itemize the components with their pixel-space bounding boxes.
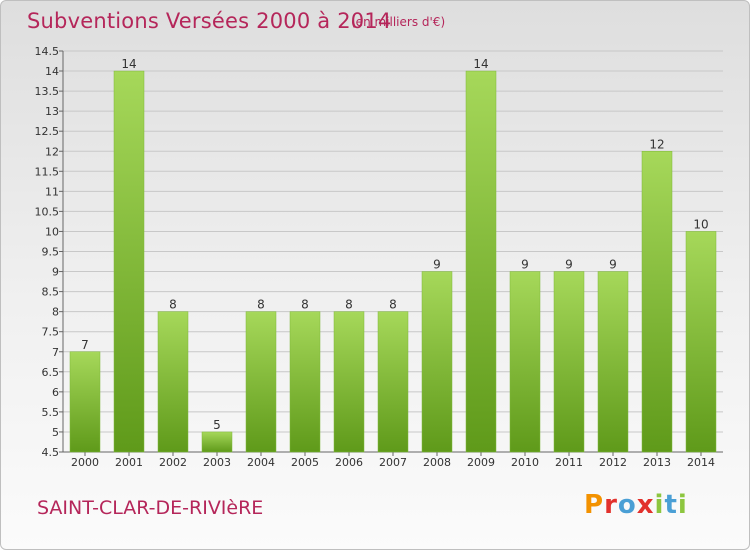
bar-2011	[553, 271, 585, 453]
x-tick-label: 2008	[423, 456, 451, 469]
x-tick-label: 2007	[379, 456, 407, 469]
x-tick-label: 2011	[555, 456, 583, 469]
data-label-2003: 5	[213, 418, 221, 432]
bar-2012	[597, 271, 629, 453]
y-tick-label: 5	[52, 426, 59, 439]
bar-2004	[245, 311, 277, 453]
bar-2005	[289, 311, 321, 453]
y-tick-label: 6.5	[42, 366, 60, 379]
y-tick-label: 12.5	[35, 125, 60, 138]
x-tick-label: 2004	[247, 456, 275, 469]
x-tick-labels: 2000 2001 2002 2003 2004 2005 2006 2007 2008 2009…	[71, 456, 715, 469]
y-tick-label: 8	[52, 306, 59, 319]
logo-letter: t	[664, 490, 678, 520]
bar-2000	[69, 351, 101, 453]
y-tick-label: 12	[45, 145, 59, 158]
data-label-2007: 8	[389, 298, 397, 312]
bar-2008	[421, 271, 453, 453]
y-tick-label: 13	[45, 105, 59, 118]
y-tick-label: 7	[52, 346, 59, 359]
x-tick-label: 2003	[203, 456, 231, 469]
bar-2013	[641, 151, 673, 453]
proxiti-logo: Proxiti	[584, 490, 688, 520]
bar-2014	[685, 231, 717, 453]
data-label-2000: 7	[81, 338, 89, 352]
y-tick-label: 5.5	[42, 406, 60, 419]
y-tick-label: 4.5	[42, 446, 60, 459]
bar-2009	[465, 70, 497, 453]
bar-2006	[333, 311, 365, 453]
data-labels: 7 14 8 5 8 8 8 8 9 14 9 9 9 12 10	[81, 57, 708, 432]
bars	[69, 70, 717, 453]
data-label-2010: 9	[521, 258, 529, 272]
y-tick-label: 7.5	[42, 326, 60, 339]
logo-letter: x	[636, 490, 655, 520]
x-tick-label: 2005	[291, 456, 319, 469]
y-tick-label: 6	[52, 386, 59, 399]
data-label-2008: 9	[433, 258, 441, 272]
logo-letter: i	[654, 490, 665, 520]
logo-letter: o	[617, 490, 637, 520]
data-label-2001: 14	[121, 57, 136, 71]
x-tick-label: 2006	[335, 456, 363, 469]
y-tick-label: 9.5	[42, 246, 60, 259]
x-tick-label: 2012	[599, 456, 627, 469]
y-tick-label: 14.5	[35, 45, 60, 58]
data-label-2009: 14	[473, 57, 488, 71]
x-tick-label: 2002	[159, 456, 187, 469]
bar-2007	[377, 311, 409, 453]
x-tick-label: 2014	[687, 456, 715, 469]
bar-2001	[113, 70, 145, 453]
data-label-2006: 8	[345, 298, 353, 312]
data-label-2013: 12	[649, 137, 664, 151]
logo-letter: P	[584, 490, 605, 520]
bar-2003	[201, 431, 233, 453]
y-tick-label: 10.5	[35, 205, 60, 218]
data-label-2011: 9	[565, 258, 573, 272]
x-tick-label: 2001	[115, 456, 143, 469]
y-tick-labels: 4.5 5 5.5 6 6.5 7 7.5 8 8.5 9 9.5 10 10.5 11 11.5 12 12.…	[35, 45, 60, 459]
chart-subtitle: (en milliers d'€)	[351, 15, 446, 29]
bar-2010	[509, 271, 541, 453]
y-tick-label: 8.5	[42, 286, 60, 299]
y-tick-label: 11	[45, 185, 59, 198]
data-label-2004: 8	[257, 298, 265, 312]
y-tick-label: 10	[45, 225, 59, 238]
logo-letter: i	[677, 490, 688, 520]
data-label-2014: 10	[693, 217, 708, 231]
logo-letter: r	[604, 490, 618, 520]
y-tick-label: 11.5	[35, 165, 60, 178]
y-tick-label: 13.5	[35, 85, 60, 98]
chart-title: Subventions Versées 2000 à 2014	[27, 9, 392, 33]
x-tick-label: 2010	[511, 456, 539, 469]
x-tick-label: 2013	[643, 456, 671, 469]
bar-2002	[157, 311, 189, 453]
data-label-2002: 8	[169, 298, 177, 312]
x-tick-label: 2009	[467, 456, 495, 469]
y-tick-label: 9	[52, 266, 59, 279]
x-tick-label: 2000	[71, 456, 99, 469]
data-label-2005: 8	[301, 298, 309, 312]
commune-name: SAINT-CLAR-DE-RIVIèRE	[37, 497, 264, 519]
y-tick-label: 14	[45, 65, 59, 78]
data-label-2012: 9	[609, 258, 617, 272]
